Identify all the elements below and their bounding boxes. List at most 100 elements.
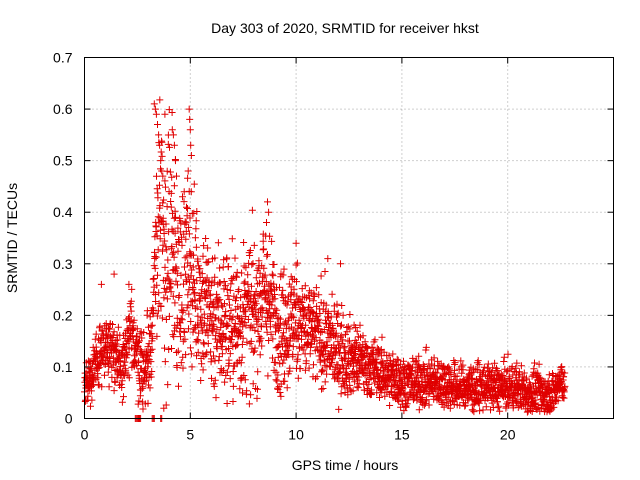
data-point [430, 354, 438, 362]
data-point [523, 408, 531, 416]
data-point [248, 206, 256, 214]
data-point [140, 329, 148, 336]
data-point [337, 260, 344, 268]
data-point [240, 372, 248, 379]
data-point [270, 280, 278, 288]
data-point [234, 288, 242, 295]
data-point [152, 110, 160, 118]
data-point [264, 251, 271, 258]
data-point [177, 271, 185, 279]
data-point [149, 334, 157, 342]
data-point [499, 372, 507, 379]
data-point [242, 306, 249, 314]
data-point [245, 400, 253, 408]
data-point [167, 203, 175, 211]
data-point [182, 235, 190, 243]
data-point [484, 360, 492, 368]
data-point [403, 400, 411, 408]
data-point [276, 321, 284, 329]
data-point [229, 398, 237, 405]
data-point [274, 353, 282, 361]
data-point [351, 378, 359, 386]
data-point [293, 278, 300, 286]
data-point [550, 403, 558, 411]
data-point [152, 223, 160, 231]
data-point [224, 292, 232, 300]
data-point [229, 313, 237, 321]
data-point [319, 385, 327, 392]
data-point [218, 350, 226, 358]
data-point [135, 397, 143, 405]
data-point [147, 322, 155, 330]
data-point [248, 282, 255, 290]
data-point [306, 295, 314, 303]
data-point [185, 105, 193, 113]
data-point [190, 180, 198, 188]
data-point [237, 359, 245, 367]
data-point [193, 303, 201, 311]
data-point [242, 264, 250, 272]
data-point [393, 355, 401, 363]
data-point [166, 143, 173, 151]
data-point [147, 358, 155, 366]
y-tick-label: 0.7 [53, 50, 73, 66]
data-point [352, 324, 360, 331]
data-point [181, 263, 188, 271]
data-point [364, 344, 372, 352]
data-point [298, 335, 305, 343]
data-point [364, 365, 372, 373]
data-point [105, 383, 113, 391]
data-point [177, 315, 185, 323]
data-point [171, 229, 179, 237]
data-point [247, 322, 255, 330]
data-point [292, 239, 300, 247]
data-point [558, 363, 566, 371]
data-point [160, 404, 168, 412]
data-point [222, 308, 230, 316]
data-point [249, 260, 257, 267]
data-point [133, 362, 141, 370]
data-point [146, 313, 154, 321]
data-point [172, 264, 180, 272]
data-point [400, 357, 407, 365]
data-point [151, 291, 159, 298]
data-point [268, 301, 276, 309]
data-point [415, 406, 423, 414]
data-point [494, 404, 502, 412]
data-point [302, 357, 310, 365]
data-point [218, 301, 226, 309]
data-point [124, 351, 132, 359]
data-point [321, 361, 329, 369]
data-point [166, 168, 174, 176]
data-point [553, 393, 560, 401]
data-point [216, 279, 224, 287]
data-point [277, 315, 284, 323]
data-point [328, 290, 336, 298]
data-point [187, 344, 194, 352]
data-point [500, 358, 508, 365]
data-point [178, 241, 186, 249]
data-point [461, 402, 469, 410]
data-point [355, 380, 363, 388]
data-point [439, 371, 447, 379]
data-point [168, 250, 176, 258]
data-point [185, 310, 193, 318]
data-point [223, 368, 231, 376]
data-point [277, 392, 285, 400]
plot-frame [84, 57, 614, 419]
data-point [170, 141, 178, 149]
data-point [301, 366, 309, 374]
data-point [451, 359, 459, 367]
data-point [135, 339, 142, 346]
data-point [200, 242, 208, 250]
y-axis-label: SRMTID / TECUs [4, 183, 20, 293]
data-point [220, 278, 228, 285]
data-point [468, 374, 476, 382]
data-point [185, 230, 193, 238]
data-point [226, 301, 233, 309]
data-point [284, 346, 292, 354]
data-point [475, 361, 483, 369]
data-point [325, 324, 332, 331]
data-point [316, 319, 324, 327]
data-point [198, 360, 206, 368]
